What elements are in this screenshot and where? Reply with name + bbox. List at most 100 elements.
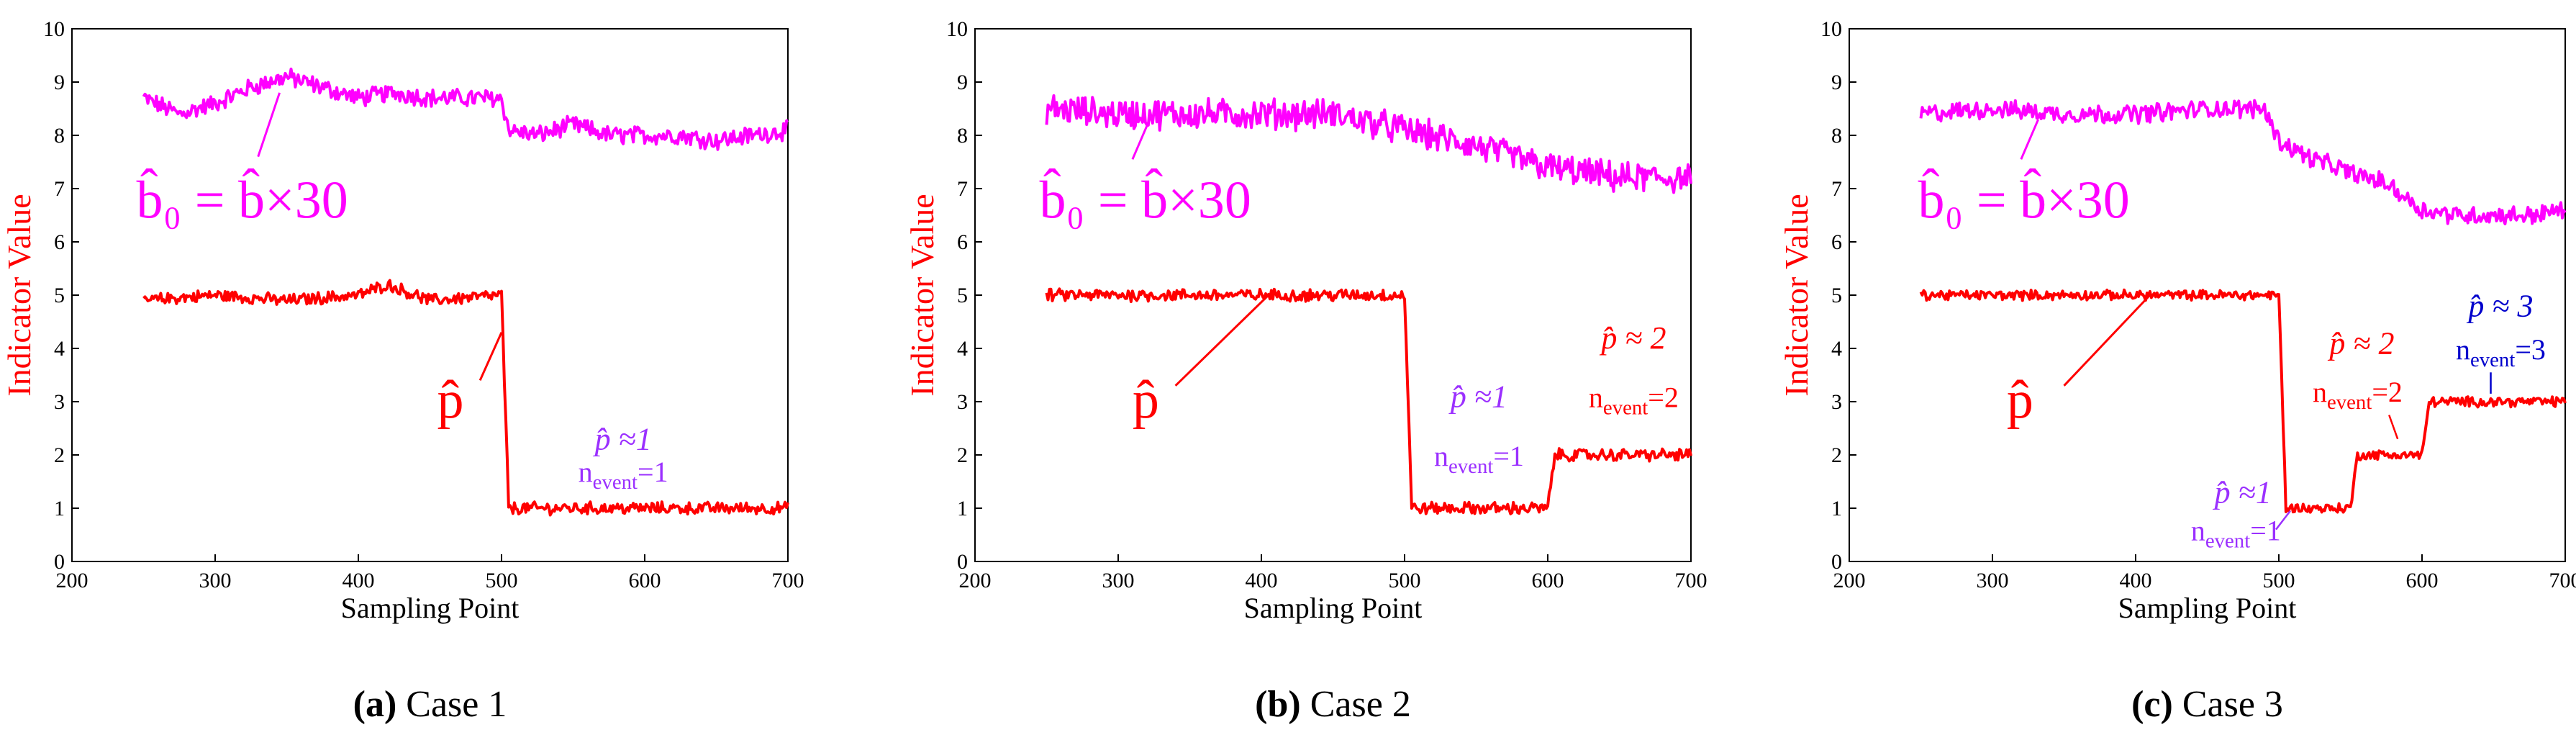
y-tick-label: 8 (957, 124, 968, 148)
panel-caption: (a) Case 1 (353, 684, 507, 725)
event-count-label: nevent=2 (1589, 381, 1679, 419)
x-axis-label: Sampling Point (341, 592, 520, 624)
chart-panel-1: 200 300 400 500 600 700 0 1 2 3 4 5 6 7 8 9 10 Sampling P… (1, 17, 804, 725)
p-estimate-label: p̂ ≈ 2 (1599, 320, 1666, 356)
y-axis-label: Indicator Value (1, 194, 37, 396)
event-count-label: nevent=1 (2191, 514, 2281, 552)
series-line-b0 (1919, 99, 2567, 225)
panel-caption: (c) Case 3 (2131, 684, 2283, 725)
series-label-p: p̂ (1133, 371, 1159, 430)
caption-text: Case 2 (1310, 684, 1411, 725)
y-tick-label: 3 (54, 390, 65, 414)
series-label-p: p̂ (2007, 371, 2033, 430)
event-count-label: nevent=1 (579, 456, 668, 494)
y-tick-label: 5 (54, 284, 65, 307)
series-label-b0: b̂₀ = b̂×30 (1918, 168, 2130, 230)
series-line-p (142, 279, 789, 517)
arrow-event-1 (2275, 510, 2291, 531)
leader-line-p (1174, 294, 1269, 387)
x-tick-label: 300 (1977, 569, 2009, 592)
y-tick-label: 0 (54, 550, 65, 574)
x-axis-label: Sampling Point (1244, 592, 1423, 624)
y-axis-label: Indicator Value (1778, 194, 1815, 396)
y-tick-label: 2 (957, 443, 968, 467)
y-tick-label: 6 (1831, 230, 1842, 254)
p-estimate-label: p̂ ≈ 2 (2327, 325, 2394, 361)
series-line-p (1919, 288, 2567, 514)
y-tick-label: 7 (54, 177, 65, 201)
x-tick-label: 400 (1246, 569, 1278, 592)
x-tick-label: 200 (1833, 569, 1866, 592)
y-axis-label: Indicator Value (904, 194, 940, 396)
y-tick-label: 8 (1831, 124, 1842, 148)
chart-panel-3: 200 300 400 500 600 700 0 1 2 3 4 5 6 7 8 9 10 Sampling P… (1778, 17, 2576, 725)
p-estimate-label: p̂ ≈1 (2213, 475, 2272, 510)
leader-line-b0 (2020, 119, 2040, 160)
x-tick-label: 500 (2263, 569, 2295, 592)
x-axis-label: Sampling Point (2118, 592, 2297, 624)
series-line-b0 (142, 67, 789, 151)
series-line-b0 (1045, 94, 1692, 194)
y-tick-label: 10 (1820, 17, 1842, 41)
series-label-b0: b̂₀ = b̂×30 (1040, 168, 1251, 230)
y-tick-label: 4 (957, 337, 968, 361)
y-tick-label: 1 (1831, 497, 1842, 520)
y-tick-label: 1 (54, 497, 65, 520)
p-estimate-label: p̂ ≈1 (1448, 379, 1507, 414)
x-tick-label: 600 (1532, 569, 1564, 592)
y-tick-label: 0 (957, 550, 968, 574)
y-tick-label: 10 (43, 17, 65, 41)
x-tick-label: 600 (629, 569, 661, 592)
series-label-p: p̂ (437, 371, 463, 430)
y-tick-label: 6 (54, 230, 65, 254)
leader-line-b0 (1131, 119, 1151, 160)
y-tick-label: 1 (957, 497, 968, 520)
x-tick-label: 700 (2549, 569, 2576, 592)
event-count-label: nevent=1 (1434, 440, 1524, 478)
y-tick-label: 3 (957, 390, 968, 414)
p-estimate-label: p̂ ≈ 3 (2466, 289, 2533, 324)
y-tick-label: 5 (957, 284, 968, 307)
y-tick-label: 9 (1831, 71, 1842, 94)
caption-text: Case 3 (2182, 684, 2283, 725)
caption-text: Case 1 (406, 684, 507, 725)
leader-line-b0 (257, 92, 281, 158)
series-label-b0: b̂₀ = b̂×30 (137, 168, 348, 230)
y-tick-label: 9 (957, 71, 968, 94)
x-tick-label: 500 (1389, 569, 1421, 592)
y-tick-label: 3 (1831, 390, 1842, 414)
arrow-event-2 (2388, 415, 2399, 440)
x-tick-label: 700 (1675, 569, 1707, 592)
y-tick-label: 5 (1831, 284, 1842, 307)
leader-line-p (479, 332, 503, 382)
y-tick-label: 7 (1831, 177, 1842, 201)
y-tick-label: 10 (946, 17, 968, 41)
x-tick-label: 200 (56, 569, 89, 592)
y-tick-label: 2 (54, 443, 65, 467)
x-tick-label: 200 (959, 569, 992, 592)
caption-letter: (b) (1255, 684, 1301, 725)
x-tick-label: 300 (1102, 569, 1135, 592)
y-tick-label: 2 (1831, 443, 1842, 467)
event-count-label: nevent=2 (2313, 376, 2403, 414)
x-tick-label: 400 (343, 569, 375, 592)
caption-letter: (c) (2131, 684, 2173, 725)
y-tick-label: 6 (957, 230, 968, 254)
p-estimate-label: p̂ ≈1 (593, 422, 652, 457)
panel-caption: (b) Case 2 (1255, 684, 1411, 725)
y-tick-label: 4 (54, 337, 65, 361)
y-tick-label: 4 (1831, 337, 1842, 361)
x-tick-label: 500 (486, 569, 518, 592)
y-tick-label: 8 (54, 124, 65, 148)
y-tick-label: 9 (54, 71, 65, 94)
leader-line-p (2063, 294, 2151, 387)
x-tick-label: 400 (2120, 569, 2152, 592)
chart-panel-2: 200 300 400 500 600 700 0 1 2 3 4 5 6 7 8 9 10 Sampling P… (904, 17, 1707, 725)
x-tick-label: 300 (199, 569, 232, 592)
series-line-p (1045, 287, 1692, 515)
event-count-label: nevent=3 (2456, 333, 2546, 371)
y-tick-label: 0 (1831, 550, 1842, 574)
x-tick-label: 600 (2406, 569, 2439, 592)
y-tick-label: 7 (957, 177, 968, 201)
